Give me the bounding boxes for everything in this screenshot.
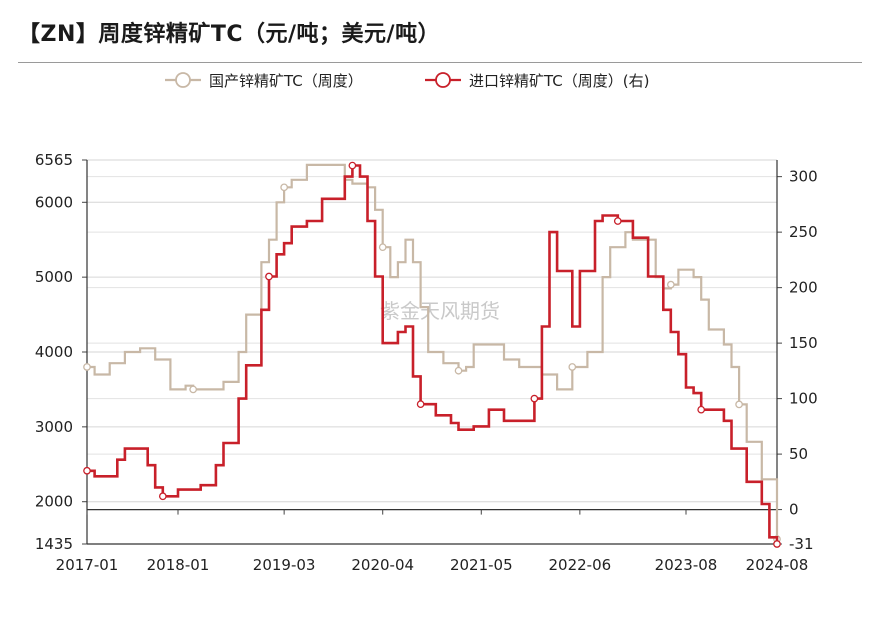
- x-tick-label: 2019-03: [253, 556, 316, 574]
- y-left-tick-label: 3000: [35, 418, 73, 436]
- x-tick-label: 2023-08: [655, 556, 718, 574]
- series-marker-1: [454, 366, 463, 375]
- y-axis-left-labels: 1435 2000 3000 4000 5000 6000 6565: [35, 151, 73, 553]
- x-tick-label: 2021-05: [450, 556, 513, 574]
- series-marker-1: [666, 280, 675, 289]
- y-right-tick-label: 200: [789, 279, 818, 297]
- series-marker-1: [83, 363, 91, 371]
- series-line-2: [87, 164, 779, 544]
- x-tick-label: 2018-01: [147, 556, 210, 574]
- series-marker-2: [83, 466, 91, 475]
- series-marker-2: [530, 394, 539, 403]
- legend-label-1: 国产锌精矿TC（周度）: [209, 72, 363, 90]
- series-marker-2: [265, 272, 273, 281]
- watermark: 紫金天风期货: [380, 299, 500, 323]
- y-right-tick-label: 250: [789, 223, 818, 241]
- y-left-tick-label: 1435: [35, 535, 73, 553]
- y-left-tick-label: 5000: [35, 268, 73, 286]
- series-marker-1: [280, 183, 288, 192]
- series-marker-2: [348, 161, 357, 170]
- legend-marker-2: [435, 72, 451, 88]
- axes: [82, 159, 782, 545]
- series-marker-1: [378, 243, 387, 252]
- series-marker-2: [158, 492, 167, 501]
- y-right-tick-label: 100: [789, 390, 818, 408]
- legend-marker-1: [175, 72, 191, 88]
- y-left-tick-label: 6565: [35, 151, 73, 169]
- series-marker-1: [189, 385, 198, 394]
- series-line-1: [87, 163, 779, 540]
- x-axis-labels: 2017-01 2018-01 2019-03 2020-04 2021-05 2022-…: [56, 556, 809, 574]
- y-right-tick-label: -31: [789, 535, 814, 553]
- y-axis-right-labels: -31 0 50 100 150 200 250 300: [789, 168, 818, 553]
- series-marker-2: [697, 405, 706, 414]
- y-left-tick-label: 4000: [35, 343, 73, 361]
- x-tick-label: 2017-01: [56, 556, 119, 574]
- x-tick-label: 2024-08: [746, 556, 809, 574]
- y-left-tick-label: 2000: [35, 493, 73, 511]
- x-tick-label: 2022-06: [549, 556, 612, 574]
- y-right-tick-label: 300: [789, 168, 818, 186]
- title-divider: [18, 62, 862, 63]
- series-marker-1: [568, 363, 577, 371]
- legend-label-2: 进口锌精矿TC（周度）(右): [469, 72, 649, 90]
- series-marker-2: [613, 217, 622, 225]
- series-layer: [83, 161, 781, 548]
- series-marker-1: [735, 400, 743, 409]
- y-right-tick-label: 150: [789, 334, 818, 352]
- x-tick-label: 2020-04: [351, 556, 414, 574]
- y-right-tick-label: 0: [789, 501, 799, 519]
- series-marker-2: [773, 540, 781, 548]
- series-marker-2: [416, 400, 425, 409]
- y-left-tick-label: 6000: [35, 193, 73, 211]
- y-right-tick-label: 50: [789, 445, 808, 463]
- chart-title: 【ZN】周度锌精矿TC（元/吨；美元/吨）: [18, 22, 441, 47]
- legend: 国产锌精矿TC（周度） 进口锌精矿TC（周度）(右): [165, 72, 649, 90]
